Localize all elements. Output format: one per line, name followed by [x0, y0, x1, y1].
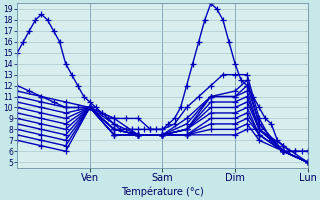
- X-axis label: Température (°c): Température (°c): [121, 186, 204, 197]
